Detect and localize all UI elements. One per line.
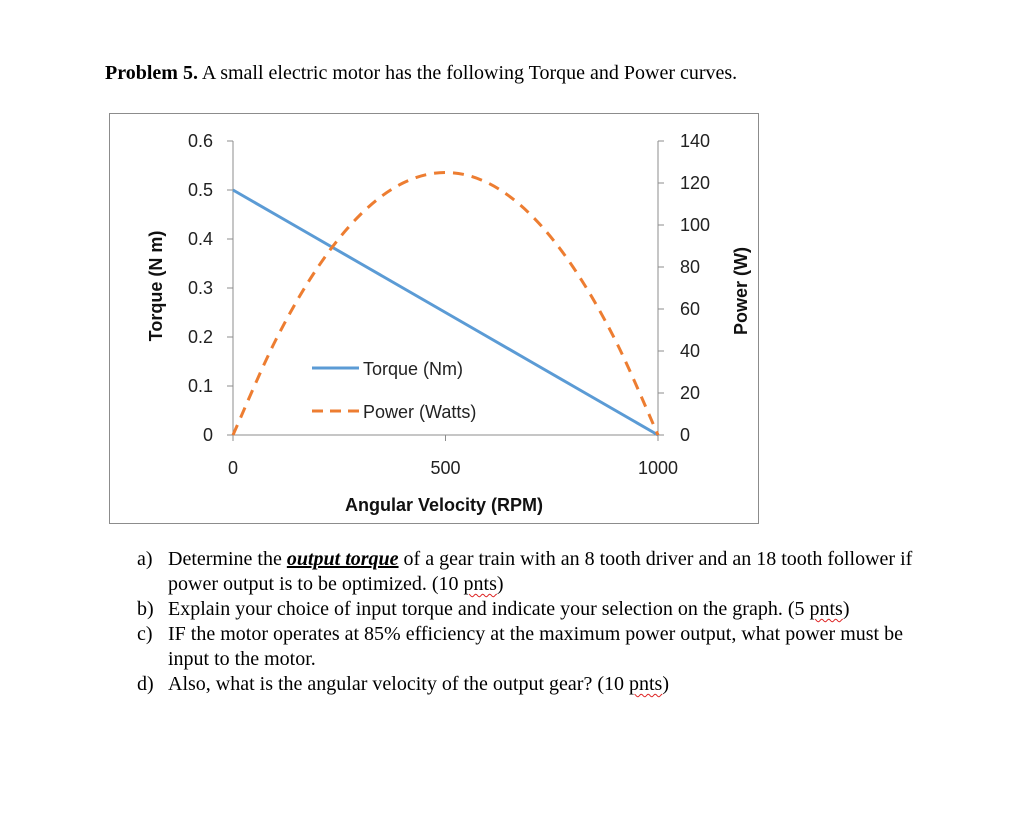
series-line-power (231, 170, 660, 436)
spellcheck-word: pnts (463, 573, 497, 595)
question-label: c) (137, 623, 153, 645)
question-label: d) (137, 673, 154, 695)
question-b: b) Explain your choice of input torque an… (137, 597, 957, 622)
question-text: IF the motor operates at 85% efficiency … (168, 623, 903, 670)
question-text: Determine the output torque of a gear tr… (168, 547, 948, 597)
y2-tick-label: 100 (680, 215, 710, 235)
legend-power-label: Power (Watts) (363, 402, 476, 422)
text-segment: Explain your choice of input torque and … (168, 598, 810, 620)
y-tick-label: 0.4 (188, 229, 213, 249)
question-d: d) Also, what is the angular velocity of … (137, 672, 957, 697)
x-tick-label: 0 (228, 458, 238, 478)
x-axis-title: Angular Velocity (RPM) (345, 495, 543, 515)
y-tick-label: 0 (203, 425, 213, 445)
text-segment: ) (496, 573, 504, 595)
y2-tick-label: 140 (680, 131, 710, 151)
question-list: a) Determine the output torque of a gear … (137, 547, 957, 697)
emphasis-text: output torque (286, 548, 399, 570)
y2-tick-label: 60 (680, 299, 700, 319)
x-tick-label: 500 (430, 458, 460, 478)
y-tick-label: 0.6 (188, 131, 213, 151)
series-line-torque (232, 188, 659, 437)
y-tick-label: 0.3 (188, 278, 213, 298)
text-segment: ) (842, 598, 850, 620)
y-tick-label: 0.1 (188, 376, 213, 396)
question-a: a) Determine the output torque of a gear … (137, 547, 957, 597)
problem-statement: A small electric motor has the following… (197, 62, 738, 84)
x-tick-label: 1000 (638, 458, 678, 478)
problem-number: Problem 5. (105, 62, 198, 84)
y-axis-title: Torque (N m) (146, 231, 166, 342)
y2-tick-label: 0 (680, 425, 690, 445)
chart: 0 0.1 0.2 0.3 0.4 0.5 0.6 0 20 40 60 80 100 120 140 0 50… (109, 113, 759, 524)
text-segment: Also, what is the angular velocity of th… (168, 673, 629, 695)
spellcheck-word: pnts (809, 598, 843, 620)
question-text: Also, what is the angular velocity of th… (168, 672, 948, 697)
y2-tick-label: 40 (680, 341, 700, 361)
question-label: a) (137, 548, 153, 570)
chart-svg: 0 0.1 0.2 0.3 0.4 0.5 0.6 0 20 40 60 80 100 120 140 0 50… (146, 131, 751, 515)
question-label: b) (137, 598, 154, 620)
legend: Torque (Nm) Power (Watts) (312, 359, 476, 422)
y-tick-label: 0.5 (188, 180, 213, 200)
y-tick-label: 0.2 (188, 327, 213, 347)
question-c: c) IF the motor operates at 85% efficienc… (137, 622, 957, 672)
question-text: Explain your choice of input torque and … (168, 597, 948, 622)
y2-axis-title: Power (W) (731, 247, 751, 335)
text-segment: of a gear train with an 8 tooth driver a… (168, 548, 913, 595)
text-segment: Determine the (168, 548, 287, 570)
y2-tick-label: 80 (680, 257, 700, 277)
spellcheck-word: pnts (629, 673, 663, 695)
text-segment: ) (662, 673, 670, 695)
y2-tick-label: 120 (680, 173, 710, 193)
problem-title: Problem 5. A small electric motor has th… (105, 62, 737, 85)
legend-torque-label: Torque (Nm) (363, 359, 463, 379)
y2-tick-label: 20 (680, 383, 700, 403)
